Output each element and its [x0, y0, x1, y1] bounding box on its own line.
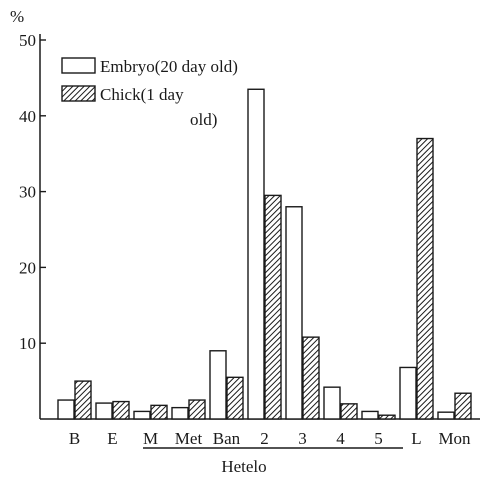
bar-chick-3 — [302, 336, 320, 420]
bar-chick-met — [188, 399, 206, 420]
y-axis-unit-label: % — [10, 7, 24, 26]
bar-embryo-met — [171, 406, 189, 420]
x-tick-label: M — [143, 429, 158, 448]
bar-chick-mon — [454, 392, 472, 420]
bar-embryo-m — [133, 410, 151, 420]
y-tick-label: 40 — [19, 107, 36, 126]
bar-embryo-ban — [209, 350, 227, 420]
bar-embryo-4 — [323, 386, 341, 420]
bar-embryo-2 — [247, 88, 265, 420]
bar-embryo-5 — [361, 410, 379, 420]
category-labels: B E M Met Ban 2 3 4 5 L Mon — [69, 429, 471, 448]
legend-label-chick-line1: Chick(1 day — [100, 85, 184, 104]
hetelo-group-label: Hetelo — [221, 457, 266, 476]
bar-chick-l — [416, 137, 434, 420]
y-tick-label: 20 — [19, 258, 36, 277]
legend-swatch-chick — [61, 85, 96, 102]
x-tick-label: 5 — [374, 429, 383, 448]
bar-chick-m — [150, 404, 168, 420]
x-tick-label: Ban — [213, 429, 241, 448]
bar-chick-4 — [340, 403, 358, 420]
bar-embryo-b — [57, 399, 75, 420]
y-tick-label: 50 — [19, 31, 36, 50]
bars — [57, 88, 472, 420]
x-tick-label: 4 — [336, 429, 345, 448]
bar-chick-ban — [226, 376, 244, 420]
legend-label-embryo: Embryo(20 day old) — [100, 57, 238, 76]
x-tick-label: Mon — [438, 429, 471, 448]
bar-chick-2 — [264, 194, 282, 420]
legend-swatch-embryo — [61, 57, 96, 74]
x-tick-label: B — [69, 429, 80, 448]
y-axis: 10 20 30 40 50 — [19, 31, 46, 419]
x-tick-label: Met — [175, 429, 203, 448]
y-tick-label: 30 — [19, 183, 36, 202]
bar-chick-b — [74, 380, 92, 420]
bar-chick-e — [112, 400, 130, 420]
x-tick-label: L — [411, 429, 421, 448]
bar-embryo-l — [399, 366, 417, 420]
x-tick-label: 2 — [260, 429, 269, 448]
bar-embryo-3 — [285, 206, 303, 420]
x-tick-label: E — [107, 429, 117, 448]
bar-chick-5 — [378, 414, 396, 420]
y-tick-label: 10 — [19, 334, 36, 353]
x-tick-label: 3 — [298, 429, 307, 448]
legend: Embryo(20 day old) Chick(1 day old) — [61, 57, 238, 129]
legend-label-chick-line2: old) — [190, 110, 217, 129]
bar-embryo-mon — [437, 411, 455, 420]
bar-embryo-e — [95, 402, 113, 420]
